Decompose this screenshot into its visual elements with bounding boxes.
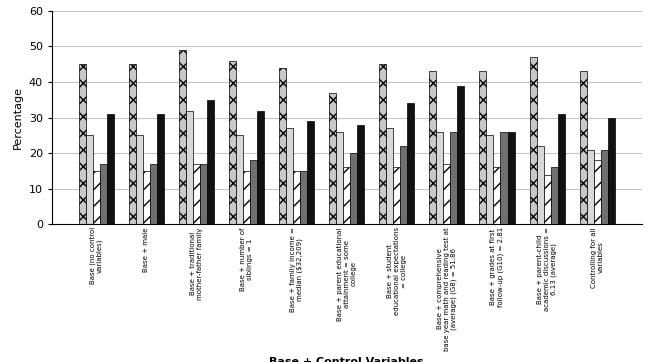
Bar xyxy=(107,114,113,224)
Bar xyxy=(143,171,150,224)
Bar xyxy=(500,132,507,224)
Bar xyxy=(608,118,615,224)
Bar xyxy=(200,164,207,224)
Bar xyxy=(250,160,257,224)
Bar xyxy=(379,64,386,224)
Bar xyxy=(193,164,200,224)
Bar xyxy=(350,153,357,224)
Bar xyxy=(179,50,186,224)
Bar xyxy=(257,110,264,224)
Bar xyxy=(300,171,307,224)
Bar xyxy=(601,150,608,224)
Bar xyxy=(229,61,236,224)
Bar xyxy=(207,100,214,224)
Bar xyxy=(529,57,537,224)
Bar xyxy=(537,146,544,224)
Bar xyxy=(329,93,336,224)
Bar xyxy=(357,125,364,224)
Bar xyxy=(236,135,243,224)
Bar xyxy=(129,64,136,224)
Bar xyxy=(386,129,393,224)
Bar xyxy=(551,168,557,224)
Bar xyxy=(436,132,443,224)
Bar xyxy=(487,135,494,224)
Bar xyxy=(157,114,164,224)
Y-axis label: Percentage: Percentage xyxy=(13,86,23,149)
Bar xyxy=(408,104,414,224)
Bar xyxy=(507,132,515,224)
Bar xyxy=(100,164,107,224)
Bar xyxy=(307,121,314,224)
Bar xyxy=(336,132,343,224)
Bar xyxy=(93,171,100,224)
Bar xyxy=(557,114,564,224)
Bar xyxy=(457,86,465,224)
Bar xyxy=(494,168,500,224)
Bar xyxy=(400,146,408,224)
Bar xyxy=(243,171,250,224)
X-axis label: Base + Control Variables: Base + Control Variables xyxy=(270,357,424,362)
Bar xyxy=(586,150,594,224)
Bar xyxy=(594,160,601,224)
Bar xyxy=(544,174,551,224)
Bar xyxy=(286,129,293,224)
Bar xyxy=(86,135,93,224)
Bar xyxy=(136,135,143,224)
Bar xyxy=(580,71,586,224)
Bar xyxy=(150,164,157,224)
Bar xyxy=(78,64,86,224)
Bar xyxy=(293,171,300,224)
Bar xyxy=(393,168,400,224)
Bar xyxy=(443,164,450,224)
Bar xyxy=(480,71,487,224)
Bar xyxy=(279,68,286,224)
Bar xyxy=(343,168,350,224)
Bar xyxy=(186,110,193,224)
Bar xyxy=(430,71,436,224)
Bar xyxy=(450,132,457,224)
